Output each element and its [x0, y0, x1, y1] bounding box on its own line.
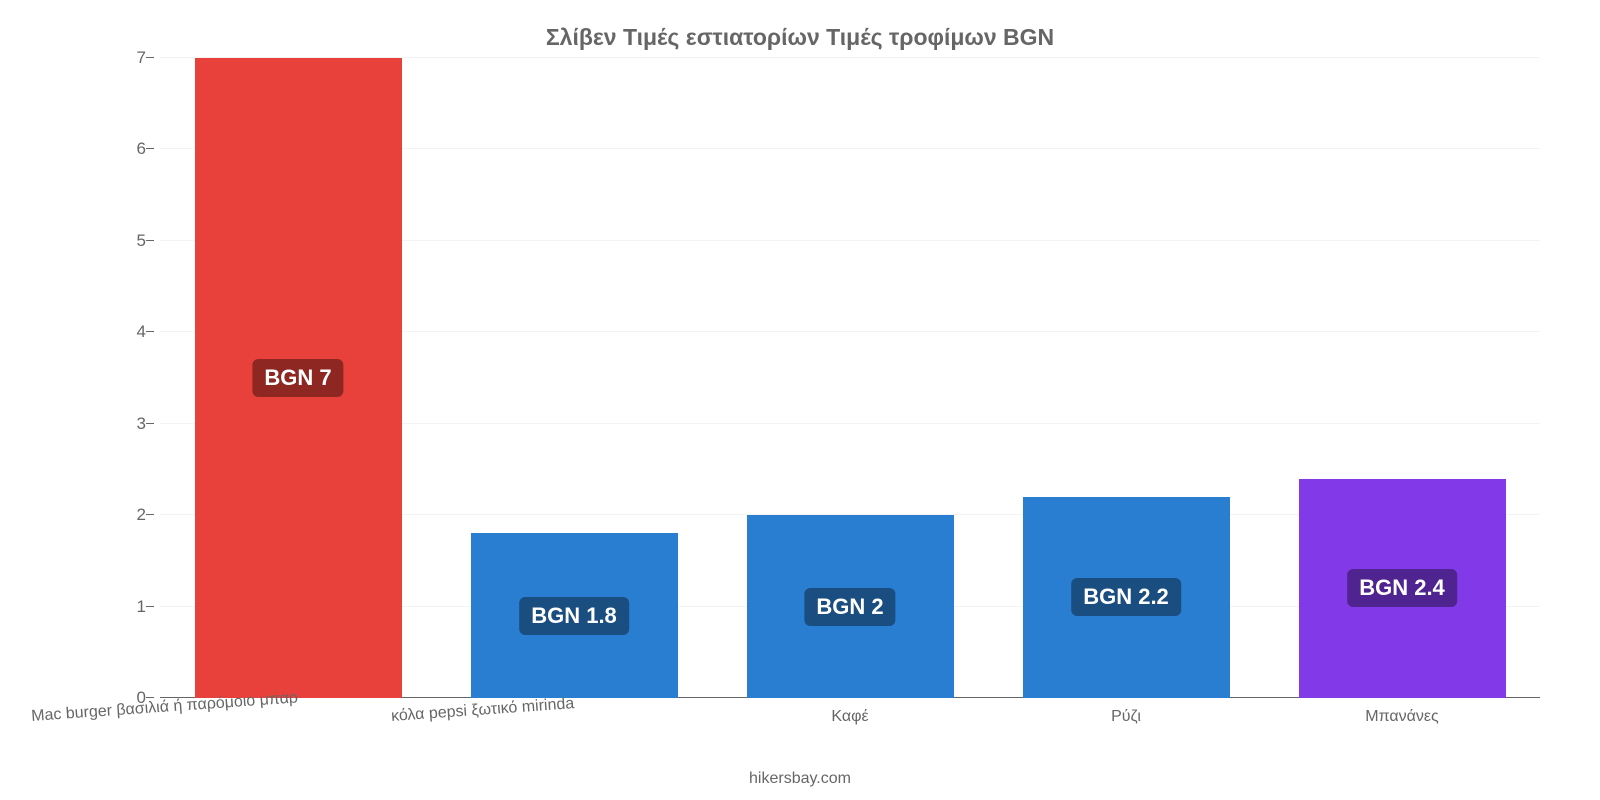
- bar-value-label: BGN 2: [804, 588, 895, 626]
- bar-value-label: BGN 2.4: [1347, 569, 1457, 607]
- chart-title: Σλίβεν Τιμές εστιατορίων Τιμές τροφίμων …: [0, 24, 1600, 51]
- bar-value-label: BGN 2.2: [1071, 578, 1181, 616]
- y-axis-label: 6: [137, 139, 160, 159]
- y-axis-label: 7: [137, 48, 160, 68]
- attribution-text: hikersbay.com: [0, 770, 1600, 788]
- y-axis-label: 5: [137, 231, 160, 251]
- y-axis-label: 3: [137, 414, 160, 434]
- chart-container: Σλίβεν Τιμές εστιατορίων Τιμές τροφίμων …: [0, 0, 1600, 800]
- y-axis-label: 4: [137, 322, 160, 342]
- x-axis-label: Ρύζι: [1111, 708, 1141, 726]
- x-axis-label: Καφέ: [831, 708, 868, 726]
- x-axis-label: Μπανάνες: [1365, 708, 1438, 726]
- x-axis-label: Mac burger βασιλιά ή παρόμοιο μπαρ: [31, 689, 299, 726]
- bar-value-label: BGN 7: [252, 359, 343, 397]
- bar-value-label: BGN 1.8: [519, 597, 629, 635]
- plot-area: 01234567BGN 7Mac burger βασιλιά ή παρόμο…: [160, 58, 1540, 698]
- x-axis-label: κόλα pepsi ξωτικό mirinda: [391, 695, 575, 726]
- y-axis-label: 2: [137, 505, 160, 525]
- y-axis-label: 1: [137, 597, 160, 617]
